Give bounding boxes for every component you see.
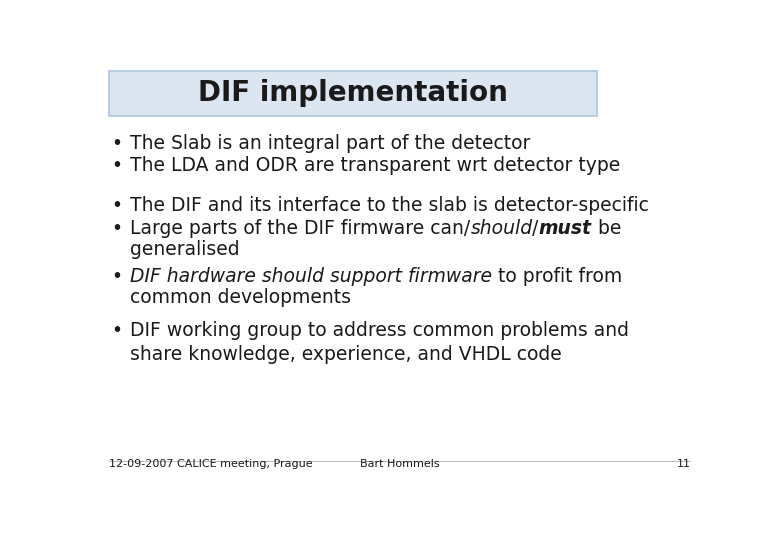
Text: common developments: common developments xyxy=(130,288,351,307)
Text: The LDA and ODR are transparent wrt detector type: The LDA and ODR are transparent wrt dete… xyxy=(130,156,620,174)
Text: •: • xyxy=(112,195,122,215)
Text: •: • xyxy=(112,134,122,153)
Text: Bart Hommels: Bart Hommels xyxy=(360,459,440,469)
FancyBboxPatch shape xyxy=(109,71,597,116)
Text: The DIF and its interface to the slab is detector-specific: The DIF and its interface to the slab is… xyxy=(130,195,649,215)
Text: The Slab is an integral part of the detector: The Slab is an integral part of the dete… xyxy=(130,134,530,153)
Text: •: • xyxy=(112,219,122,238)
Text: •: • xyxy=(112,321,122,340)
Text: to profit from: to profit from xyxy=(492,267,622,286)
Text: should: should xyxy=(470,219,533,238)
Text: DIF working group to address common problems and
share knowledge, experience, an: DIF working group to address common prob… xyxy=(130,321,629,364)
Text: •: • xyxy=(112,156,122,174)
Text: Large parts of the DIF firmware can/: Large parts of the DIF firmware can/ xyxy=(130,219,470,238)
Text: be: be xyxy=(592,219,621,238)
Text: •: • xyxy=(112,267,122,286)
Text: DIF hardware should support firmware: DIF hardware should support firmware xyxy=(130,267,492,286)
Text: 12-09-2007 CALICE meeting, Prague: 12-09-2007 CALICE meeting, Prague xyxy=(109,459,313,469)
Text: 11: 11 xyxy=(676,459,690,469)
Text: must: must xyxy=(539,219,592,238)
Text: DIF implementation: DIF implementation xyxy=(198,79,509,107)
Text: /: / xyxy=(533,219,539,238)
Text: generalised: generalised xyxy=(130,240,239,259)
